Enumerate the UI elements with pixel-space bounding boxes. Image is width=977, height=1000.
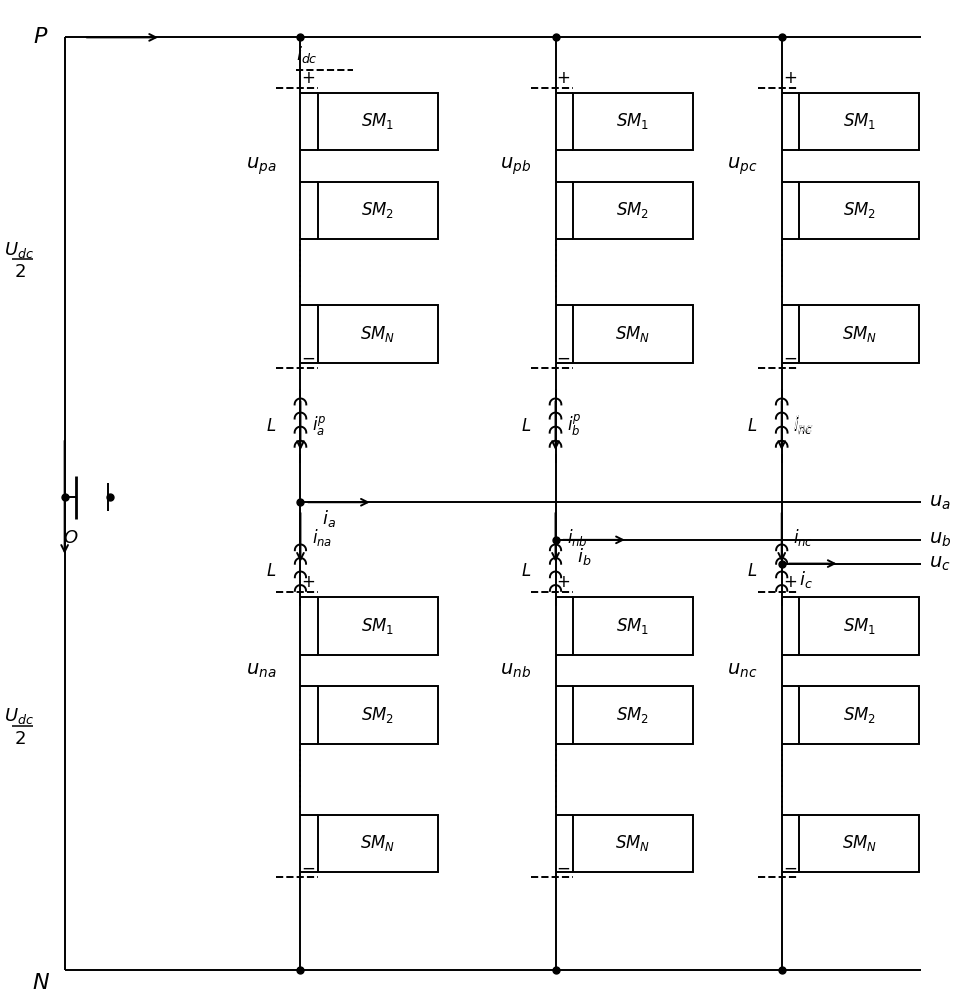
Text: $SM_N$: $SM_N$ (841, 833, 876, 853)
Text: $i_{na}$: $i_{na}$ (312, 527, 332, 548)
Text: $+$: $+$ (557, 69, 571, 87)
Text: $u_{c}$: $u_{c}$ (929, 554, 951, 573)
Bar (318, 182, 438, 239)
Text: $SM_2$: $SM_2$ (842, 705, 875, 725)
Text: $+$: $+$ (783, 69, 797, 87)
Text: $SM_1$: $SM_1$ (842, 111, 875, 131)
Text: $u_{pb}$: $u_{pb}$ (500, 155, 531, 177)
Text: $SM_1$: $SM_1$ (842, 616, 875, 636)
Text: $O$: $O$ (63, 529, 78, 547)
Text: $-$: $-$ (302, 349, 316, 367)
Text: $-$: $-$ (557, 858, 571, 876)
Text: $-$: $-$ (302, 858, 316, 876)
Text: $SM_N$: $SM_N$ (361, 324, 396, 344)
Text: $L$: $L$ (747, 417, 757, 435)
Bar (318, 305, 438, 363)
Text: $U_{dc}$: $U_{dc}$ (5, 706, 34, 726)
Text: $i_{nc}$: $i_{nc}$ (793, 415, 814, 436)
Text: $L$: $L$ (521, 417, 531, 435)
Text: $+$: $+$ (783, 573, 797, 591)
Text: $SM_N$: $SM_N$ (841, 324, 876, 344)
Text: $N$: $N$ (31, 973, 50, 993)
Text: $SM_1$: $SM_1$ (361, 111, 395, 131)
Text: $-$: $-$ (783, 349, 797, 367)
Bar (573, 597, 693, 655)
Text: $i_{nb}$: $i_{nb}$ (567, 527, 588, 548)
Text: $i^p_{b}$: $i^p_{b}$ (567, 413, 582, 438)
Bar (799, 93, 919, 150)
Text: $u_{pc}$: $u_{pc}$ (727, 155, 757, 177)
Text: $i_{c}$: $i_{c}$ (799, 569, 813, 590)
Text: $u_{na}$: $u_{na}$ (246, 661, 276, 680)
Text: $L$: $L$ (266, 562, 276, 580)
Text: $SM_1$: $SM_1$ (616, 111, 650, 131)
Text: $-$: $-$ (783, 858, 797, 876)
Bar (318, 686, 438, 744)
Text: $SM_2$: $SM_2$ (616, 200, 650, 220)
Bar (799, 182, 919, 239)
Bar (573, 815, 693, 872)
Text: $SM_N$: $SM_N$ (361, 833, 396, 853)
Text: $i_{a}$: $i_{a}$ (322, 508, 336, 529)
Text: $2$: $2$ (14, 263, 25, 281)
Bar (318, 597, 438, 655)
Text: $SM_2$: $SM_2$ (361, 200, 395, 220)
Bar (799, 686, 919, 744)
Bar (799, 305, 919, 363)
Text: $u_{a}$: $u_{a}$ (929, 493, 951, 512)
Text: $L$: $L$ (747, 562, 757, 580)
Bar (573, 305, 693, 363)
Text: $SM_2$: $SM_2$ (842, 200, 875, 220)
Text: $SM_1$: $SM_1$ (361, 616, 395, 636)
Text: $u_{nb}$: $u_{nb}$ (500, 661, 531, 680)
Text: $i_{pc}$: $i_{pc}$ (793, 414, 814, 438)
Bar (573, 93, 693, 150)
Text: $+$: $+$ (557, 573, 571, 591)
Bar (799, 597, 919, 655)
Bar (318, 93, 438, 150)
Text: $i_{dc}$: $i_{dc}$ (296, 44, 318, 65)
Text: $SM_1$: $SM_1$ (616, 616, 650, 636)
Bar (318, 815, 438, 872)
Text: $SM_N$: $SM_N$ (616, 833, 651, 853)
Text: $i_{pc}$: $i_{pc}$ (793, 414, 814, 438)
Text: $i_{nc}$: $i_{nc}$ (793, 527, 814, 548)
Text: $SM_N$: $SM_N$ (616, 324, 651, 344)
Text: $U_{dc}$: $U_{dc}$ (5, 240, 34, 260)
Text: $L$: $L$ (266, 417, 276, 435)
Text: $i_{b}$: $i_{b}$ (577, 546, 592, 567)
Text: $+$: $+$ (302, 573, 316, 591)
Text: $-$: $-$ (557, 349, 571, 367)
Text: $u_{nc}$: $u_{nc}$ (727, 661, 757, 680)
Text: $SM_2$: $SM_2$ (361, 705, 395, 725)
Text: $SM_2$: $SM_2$ (616, 705, 650, 725)
Text: $L$: $L$ (521, 562, 531, 580)
Text: $i^p_{a}$: $i^p_{a}$ (312, 414, 327, 437)
Bar (573, 686, 693, 744)
Text: $u_{pa}$: $u_{pa}$ (246, 155, 276, 177)
Text: $2$: $2$ (14, 730, 25, 748)
Bar (573, 182, 693, 239)
Text: $+$: $+$ (302, 69, 316, 87)
Text: $u_{b}$: $u_{b}$ (929, 530, 952, 549)
Text: $P$: $P$ (33, 27, 48, 47)
Bar (799, 815, 919, 872)
